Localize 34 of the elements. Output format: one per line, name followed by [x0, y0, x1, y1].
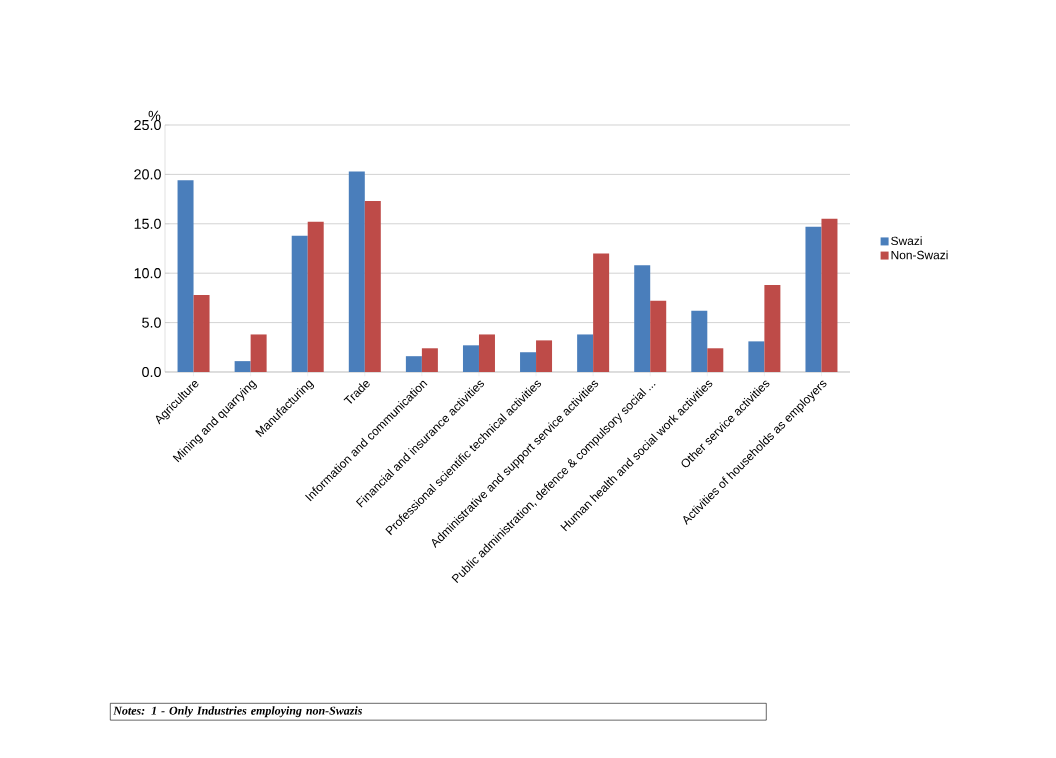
bar: [234, 361, 251, 372]
y-tick-label: 10.0: [134, 268, 161, 279]
bar: [634, 265, 651, 372]
bar: [307, 221, 324, 372]
legend-label: Swazi: [891, 236, 922, 246]
bar: [764, 285, 781, 372]
bar: [593, 253, 610, 372]
bar: [478, 334, 495, 372]
bar: [193, 294, 210, 372]
text: Notes: 1 - Only Industries employing non-Swazis: [113, 706, 363, 718]
bar: [405, 356, 422, 372]
bar: [805, 226, 822, 372]
bar: [577, 334, 594, 372]
bar: [691, 310, 708, 372]
bar: [250, 334, 267, 372]
y-tick-label: 0.0: [142, 366, 161, 378]
bar: [177, 180, 194, 372]
bar: [536, 340, 553, 372]
y-axis-title: %: [148, 110, 161, 121]
bar: [821, 218, 838, 372]
bar: [364, 201, 381, 372]
bar: [650, 300, 667, 372]
y-tick-label: 20.0: [134, 169, 161, 180]
y-tick-label: 25.0: [134, 119, 161, 131]
bar: [707, 348, 724, 372]
legend-label: Non-Swazi: [891, 250, 948, 260]
y-tick-label: 15.0: [134, 218, 161, 229]
bar: [462, 345, 479, 372]
bar: [748, 341, 765, 372]
bar: [348, 171, 365, 372]
bar: [520, 352, 537, 372]
bar: [291, 235, 308, 372]
y-tick-label: 5.0: [142, 317, 161, 328]
bar: [421, 348, 438, 372]
